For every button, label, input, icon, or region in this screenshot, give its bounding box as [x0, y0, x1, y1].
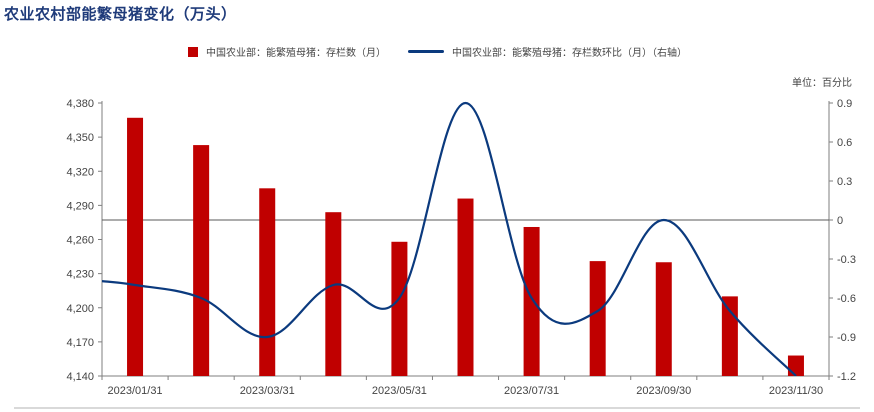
line-series [102, 101, 797, 376]
right-axis-tick-label: 0.6 [837, 137, 852, 149]
bar [721, 296, 738, 376]
left-axis-tick-label: 4,260 [66, 235, 94, 247]
legend-swatch-bar [188, 46, 198, 57]
left-axis-tick-label: 4,320 [66, 166, 94, 178]
x-axis-tick-label: 2023/03/31 [240, 385, 295, 397]
bottom-rule [14, 407, 860, 409]
legend-label-line: 中国农业部：能繁殖母猪：存栏数环比（月）（右轴） [452, 48, 687, 59]
right-axis-tick-label: -1.2 [837, 371, 856, 383]
left-axis-tick-label: 4,290 [66, 200, 94, 212]
left-axis-tick-label: 4,230 [66, 269, 94, 281]
chart-legend: 中国农业部：能繁殖母猪：存栏数（月） 中国农业部：能繁殖母猪：存栏数环比（月）（… [188, 44, 709, 59]
x-axis-tick-label: 2023/01/31 [108, 385, 163, 397]
chart-title: 农业农村部能繁母猪变化（万头） [4, 5, 237, 23]
left-axis-tick-label: 4,350 [66, 132, 94, 144]
x-axis-tick-label: 2023/11/30 [769, 385, 823, 397]
bar [259, 188, 276, 376]
bar [589, 261, 606, 376]
left-axis-tick-label: 4,200 [66, 303, 94, 315]
right-axis-tick-label: 0.3 [837, 176, 852, 188]
right-axis-tick-label: 0 [837, 215, 843, 227]
left-axis-tick-label: 4,170 [66, 337, 94, 349]
right-axis-tick-label: -0.6 [837, 293, 856, 305]
bar [193, 145, 210, 376]
x-axis-tick-label: 2023/09/30 [636, 385, 691, 397]
legend-item-line: 中国农业部：能繁殖母猪：存栏数环比（月）（右轴） [408, 44, 687, 59]
legend-item-bar: 中国农业部：能繁殖母猪：存栏数（月） [188, 44, 386, 59]
right-axis-tick-label: 0.9 [837, 98, 852, 110]
right-axis-tick-label: -0.9 [837, 332, 856, 344]
bar [655, 262, 672, 376]
bar [787, 355, 804, 376]
bar [457, 198, 474, 376]
bar [523, 226, 540, 376]
unit-label: 单位：百分比 [792, 78, 852, 89]
legend-label-bar: 中国农业部：能繁殖母猪：存栏数（月） [206, 48, 386, 59]
right-axis-tick-label: -0.3 [837, 254, 856, 266]
bar [127, 117, 144, 376]
x-axis-tick-label: 2023/07/31 [504, 385, 559, 397]
left-axis-tick-label: 4,380 [66, 98, 94, 110]
bar [325, 212, 342, 376]
bar [391, 241, 408, 376]
x-axis-tick-label: 2023/05/31 [372, 385, 427, 397]
legend-swatch-line [408, 50, 444, 53]
left-axis-tick-label: 4,140 [66, 371, 94, 383]
